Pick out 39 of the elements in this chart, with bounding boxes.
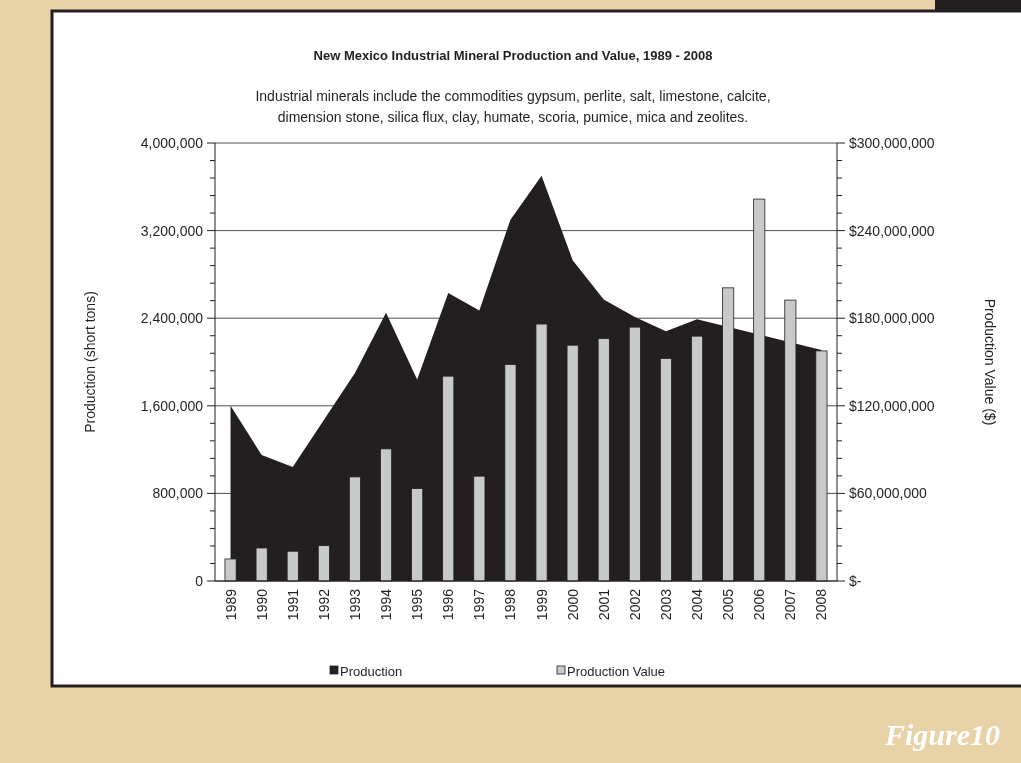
x-tick-label: 1993 xyxy=(346,588,363,621)
x-tick-label: 2005 xyxy=(720,588,737,621)
x-tick-label: 1991 xyxy=(284,588,301,621)
x-tick-label: 1999 xyxy=(533,588,550,621)
x-tick-label: 1989 xyxy=(222,588,239,621)
x-tick-label: 1990 xyxy=(253,588,270,621)
y-tick-label: 1,600,000 xyxy=(140,397,204,414)
x-tick-label: 2006 xyxy=(751,588,768,621)
y2-tick-label: $120,000,000 xyxy=(849,397,935,414)
x-tick-label: 1997 xyxy=(471,588,488,621)
y2-tick-label: $300,000,000 xyxy=(849,134,935,151)
legend-label: Production xyxy=(340,663,403,679)
chart-title: New Mexico Industrial Mineral Production and Value, 1989 - 2008 xyxy=(313,48,713,63)
x-tick-label: 2002 xyxy=(626,588,643,621)
y-tick-label: 800,000 xyxy=(152,485,204,502)
y-tick-label: 0 xyxy=(195,572,204,589)
x-tick-label: 1994 xyxy=(378,588,395,621)
y2-tick-label: $60,000,000 xyxy=(849,485,928,502)
y-tick-label: 3,200,000 xyxy=(140,222,204,239)
y2-axis-title: Production Value ($) xyxy=(982,298,998,426)
y2-tick-label: $180,000,000 xyxy=(849,310,935,327)
caption: Figure10 xyxy=(883,718,1000,751)
y-tick-label: 2,400,000 xyxy=(140,310,204,327)
chart-subtitle: Industrial minerals include the commodities gypsum, perlite, salt, limestone, calcite, dimension stone, silica flux, clay, humate, scoria, pumice, mica and zeolites. xyxy=(255,88,771,125)
x-tick-label: 2003 xyxy=(657,588,674,621)
x-tick-label: 2008 xyxy=(813,588,830,621)
x-tick-label: 1995 xyxy=(409,588,426,621)
x-tick-label: 2001 xyxy=(595,588,612,621)
y-tick-label: 4,000,000 xyxy=(140,134,204,151)
x-tick-label: 2000 xyxy=(564,588,581,621)
x-tick-label: 2007 xyxy=(782,588,799,621)
y2-tick-label: $240,000,000 xyxy=(849,222,935,239)
x-tick-label: 1992 xyxy=(315,588,332,621)
legend-label: Production Value xyxy=(567,663,666,679)
x-tick-label: 1998 xyxy=(502,588,519,621)
x-tick-label: 2004 xyxy=(689,588,706,621)
x-tick-label: 1996 xyxy=(440,588,457,621)
y-axis-title: Production (short tons) xyxy=(82,291,98,433)
y2-tick-label: $- xyxy=(849,572,862,589)
